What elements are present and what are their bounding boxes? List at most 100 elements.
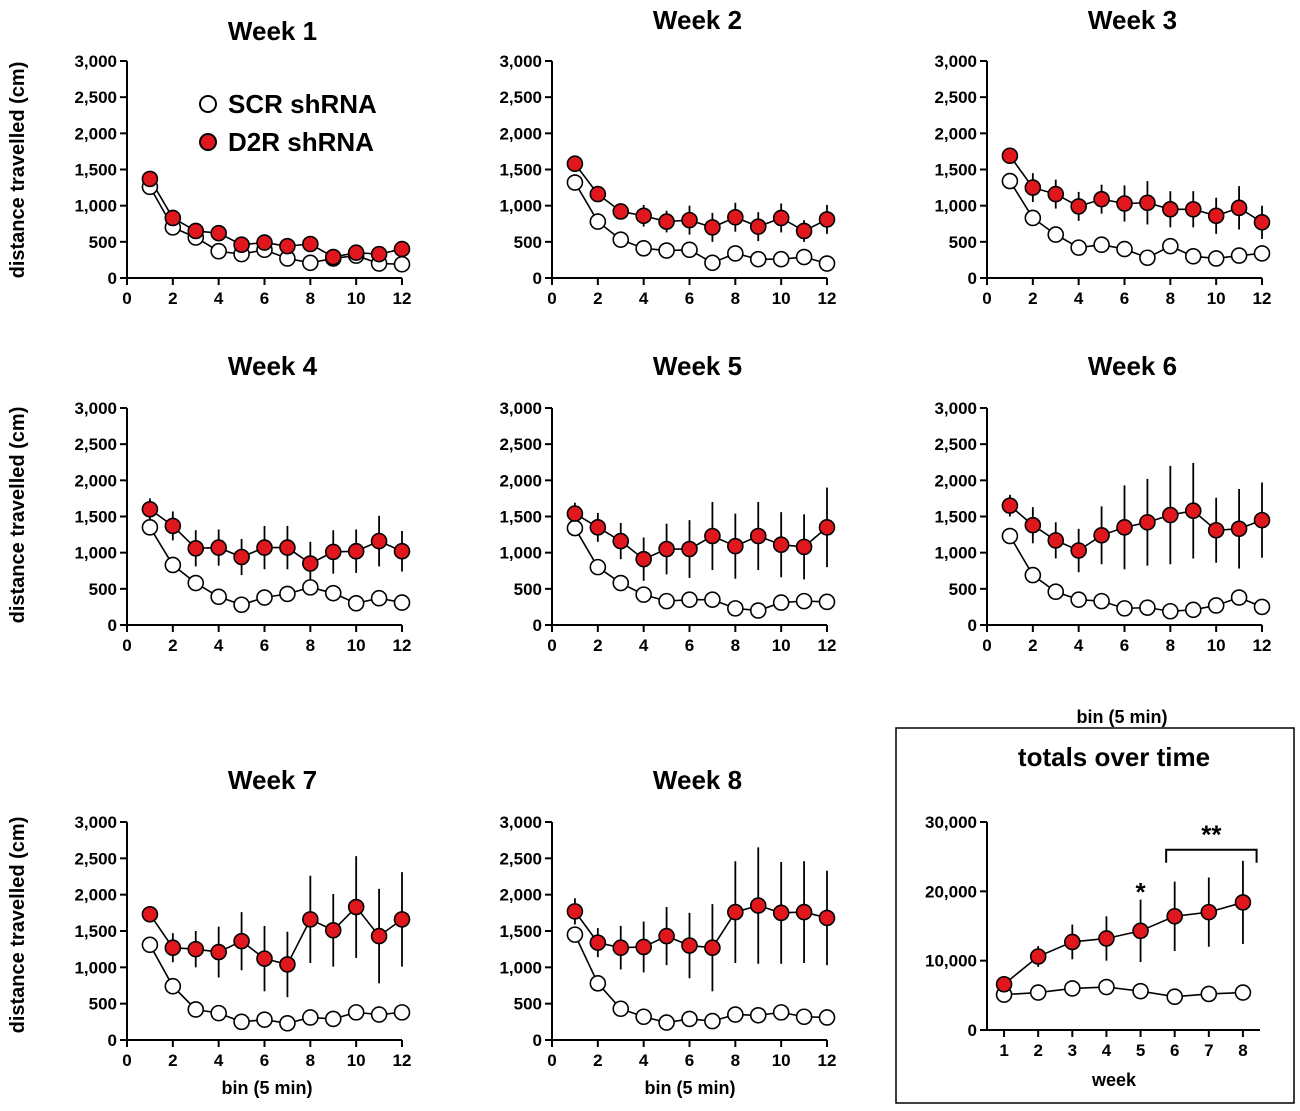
data-point-d2r xyxy=(1024,516,1042,534)
data-point-d2r xyxy=(1207,207,1225,225)
data-point-d2r xyxy=(658,540,675,558)
data-point-d2r xyxy=(1064,933,1081,951)
y-tick-label: 1,500 xyxy=(499,161,542,180)
y-tick-label: 1,500 xyxy=(74,161,117,180)
data-point-scr xyxy=(589,558,607,576)
data-point-d2r xyxy=(589,519,607,536)
data-point-scr xyxy=(681,241,698,259)
data-point-scr xyxy=(749,1006,767,1024)
x-tick-label: 4 xyxy=(214,636,224,655)
data-point-d2r xyxy=(233,932,250,950)
data-point-scr xyxy=(141,936,159,954)
data-point-d2r xyxy=(279,237,296,255)
data-point-scr xyxy=(658,1014,675,1031)
x-tick-label: 10 xyxy=(347,289,366,308)
y-tick-label: 3,000 xyxy=(499,813,542,832)
data-point-d2r xyxy=(1162,506,1179,524)
data-point-d2r xyxy=(1230,199,1248,217)
x-tick-label: 8 xyxy=(731,289,740,308)
data-point-d2r xyxy=(727,208,744,226)
x-tick-label: 12 xyxy=(1253,636,1272,655)
x-tick-label: 4 xyxy=(1102,1041,1112,1060)
data-point-scr xyxy=(1024,209,1042,227)
y-tick-label: 30,000 xyxy=(925,813,977,832)
data-point-d2r xyxy=(772,904,790,922)
series-line xyxy=(1009,535,1263,613)
y-tick-label: 2,000 xyxy=(499,886,542,905)
series-line xyxy=(574,512,828,561)
data-point-d2r xyxy=(1116,195,1133,212)
chart-panel-5: Week 5 0 500 1,000 1,500 2,000 2,500 3,000 0 2 4 6 8… xyxy=(499,351,836,655)
data-point-scr xyxy=(1253,598,1271,616)
x-tick-label: 0 xyxy=(122,289,131,308)
x-axis-label-week6: bin (5 min) xyxy=(1077,707,1168,727)
data-point-d2r xyxy=(1093,190,1110,208)
y-tick-label: 3,000 xyxy=(74,399,117,418)
data-point-d2r xyxy=(795,538,813,556)
x-tick-label: 0 xyxy=(122,1051,131,1070)
data-point-d2r xyxy=(681,937,698,954)
y-tick-label: 1,500 xyxy=(74,508,117,527)
data-point-d2r xyxy=(1029,948,1047,965)
y-tick-label: 1,500 xyxy=(499,508,542,527)
data-point-d2r xyxy=(279,539,296,556)
data-point-d2r xyxy=(612,532,630,550)
data-point-scr xyxy=(566,174,584,191)
data-point-d2r xyxy=(347,898,365,916)
significance-bracket xyxy=(1165,848,1258,863)
chart-panel-4: Week 4 0 500 1,000 1,500 2,000 2,500 3,000 0 2 4 6 8… xyxy=(74,351,411,655)
x-tick-label: 12 xyxy=(818,289,837,308)
data-point-scr xyxy=(279,1014,296,1032)
data-point-scr xyxy=(1230,247,1248,264)
data-point-scr xyxy=(1093,236,1110,254)
legend: SCR shRNA D2R shRNA xyxy=(199,89,377,157)
data-point-scr xyxy=(1200,985,1218,1003)
data-point-scr xyxy=(164,977,182,995)
x-tick-label: 7 xyxy=(1204,1041,1213,1060)
data-point-d2r xyxy=(1200,903,1218,921)
data-point-d2r xyxy=(795,903,813,921)
y-tick-label: 1,000 xyxy=(74,197,117,216)
chart-title: Week 4 xyxy=(228,351,318,381)
y-tick-label: 2,500 xyxy=(499,435,542,454)
y-tick-label: 0 xyxy=(533,1031,542,1050)
data-point-d2r xyxy=(818,519,836,536)
y-tick-label: 2,000 xyxy=(934,471,977,490)
data-point-scr xyxy=(210,242,227,260)
y-tick-label: 3,000 xyxy=(74,813,117,832)
data-point-d2r xyxy=(393,911,411,928)
data-point-d2r xyxy=(704,219,721,236)
data-point-scr xyxy=(393,1004,411,1021)
data-point-d2r xyxy=(566,155,584,173)
data-point-scr xyxy=(795,592,813,610)
x-tick-label: 4 xyxy=(1074,289,1084,308)
x-tick-label: 0 xyxy=(547,636,556,655)
data-point-d2r xyxy=(704,939,721,957)
data-point-d2r xyxy=(1184,502,1202,520)
data-point-d2r xyxy=(1070,198,1087,215)
data-point-scr xyxy=(1139,249,1156,267)
data-point-scr xyxy=(256,589,273,606)
data-point-scr xyxy=(1184,247,1202,265)
data-point-d2r xyxy=(393,240,411,258)
y-axis-label-row2: distance travelled (cm) xyxy=(7,407,29,624)
data-point-scr xyxy=(749,250,767,268)
data-point-scr xyxy=(370,1006,388,1023)
data-point-scr xyxy=(1207,597,1225,614)
x-tick-label: 10 xyxy=(772,289,791,308)
data-point-d2r xyxy=(658,213,675,230)
data-point-scr xyxy=(818,593,836,611)
data-point-scr xyxy=(1047,583,1065,601)
chart-title: totals over time xyxy=(1018,742,1210,772)
data-point-d2r xyxy=(141,500,159,518)
x-tick-label: 6 xyxy=(1120,636,1129,655)
data-point-d2r xyxy=(393,542,411,560)
data-point-scr xyxy=(1070,591,1087,608)
y-tick-label: 1,000 xyxy=(934,197,977,216)
y-tick-label: 0 xyxy=(108,269,117,288)
data-point-d2r xyxy=(256,950,273,967)
data-point-scr xyxy=(1070,239,1087,256)
x-tick-label: 4 xyxy=(214,1051,224,1070)
data-point-scr xyxy=(1024,566,1042,584)
